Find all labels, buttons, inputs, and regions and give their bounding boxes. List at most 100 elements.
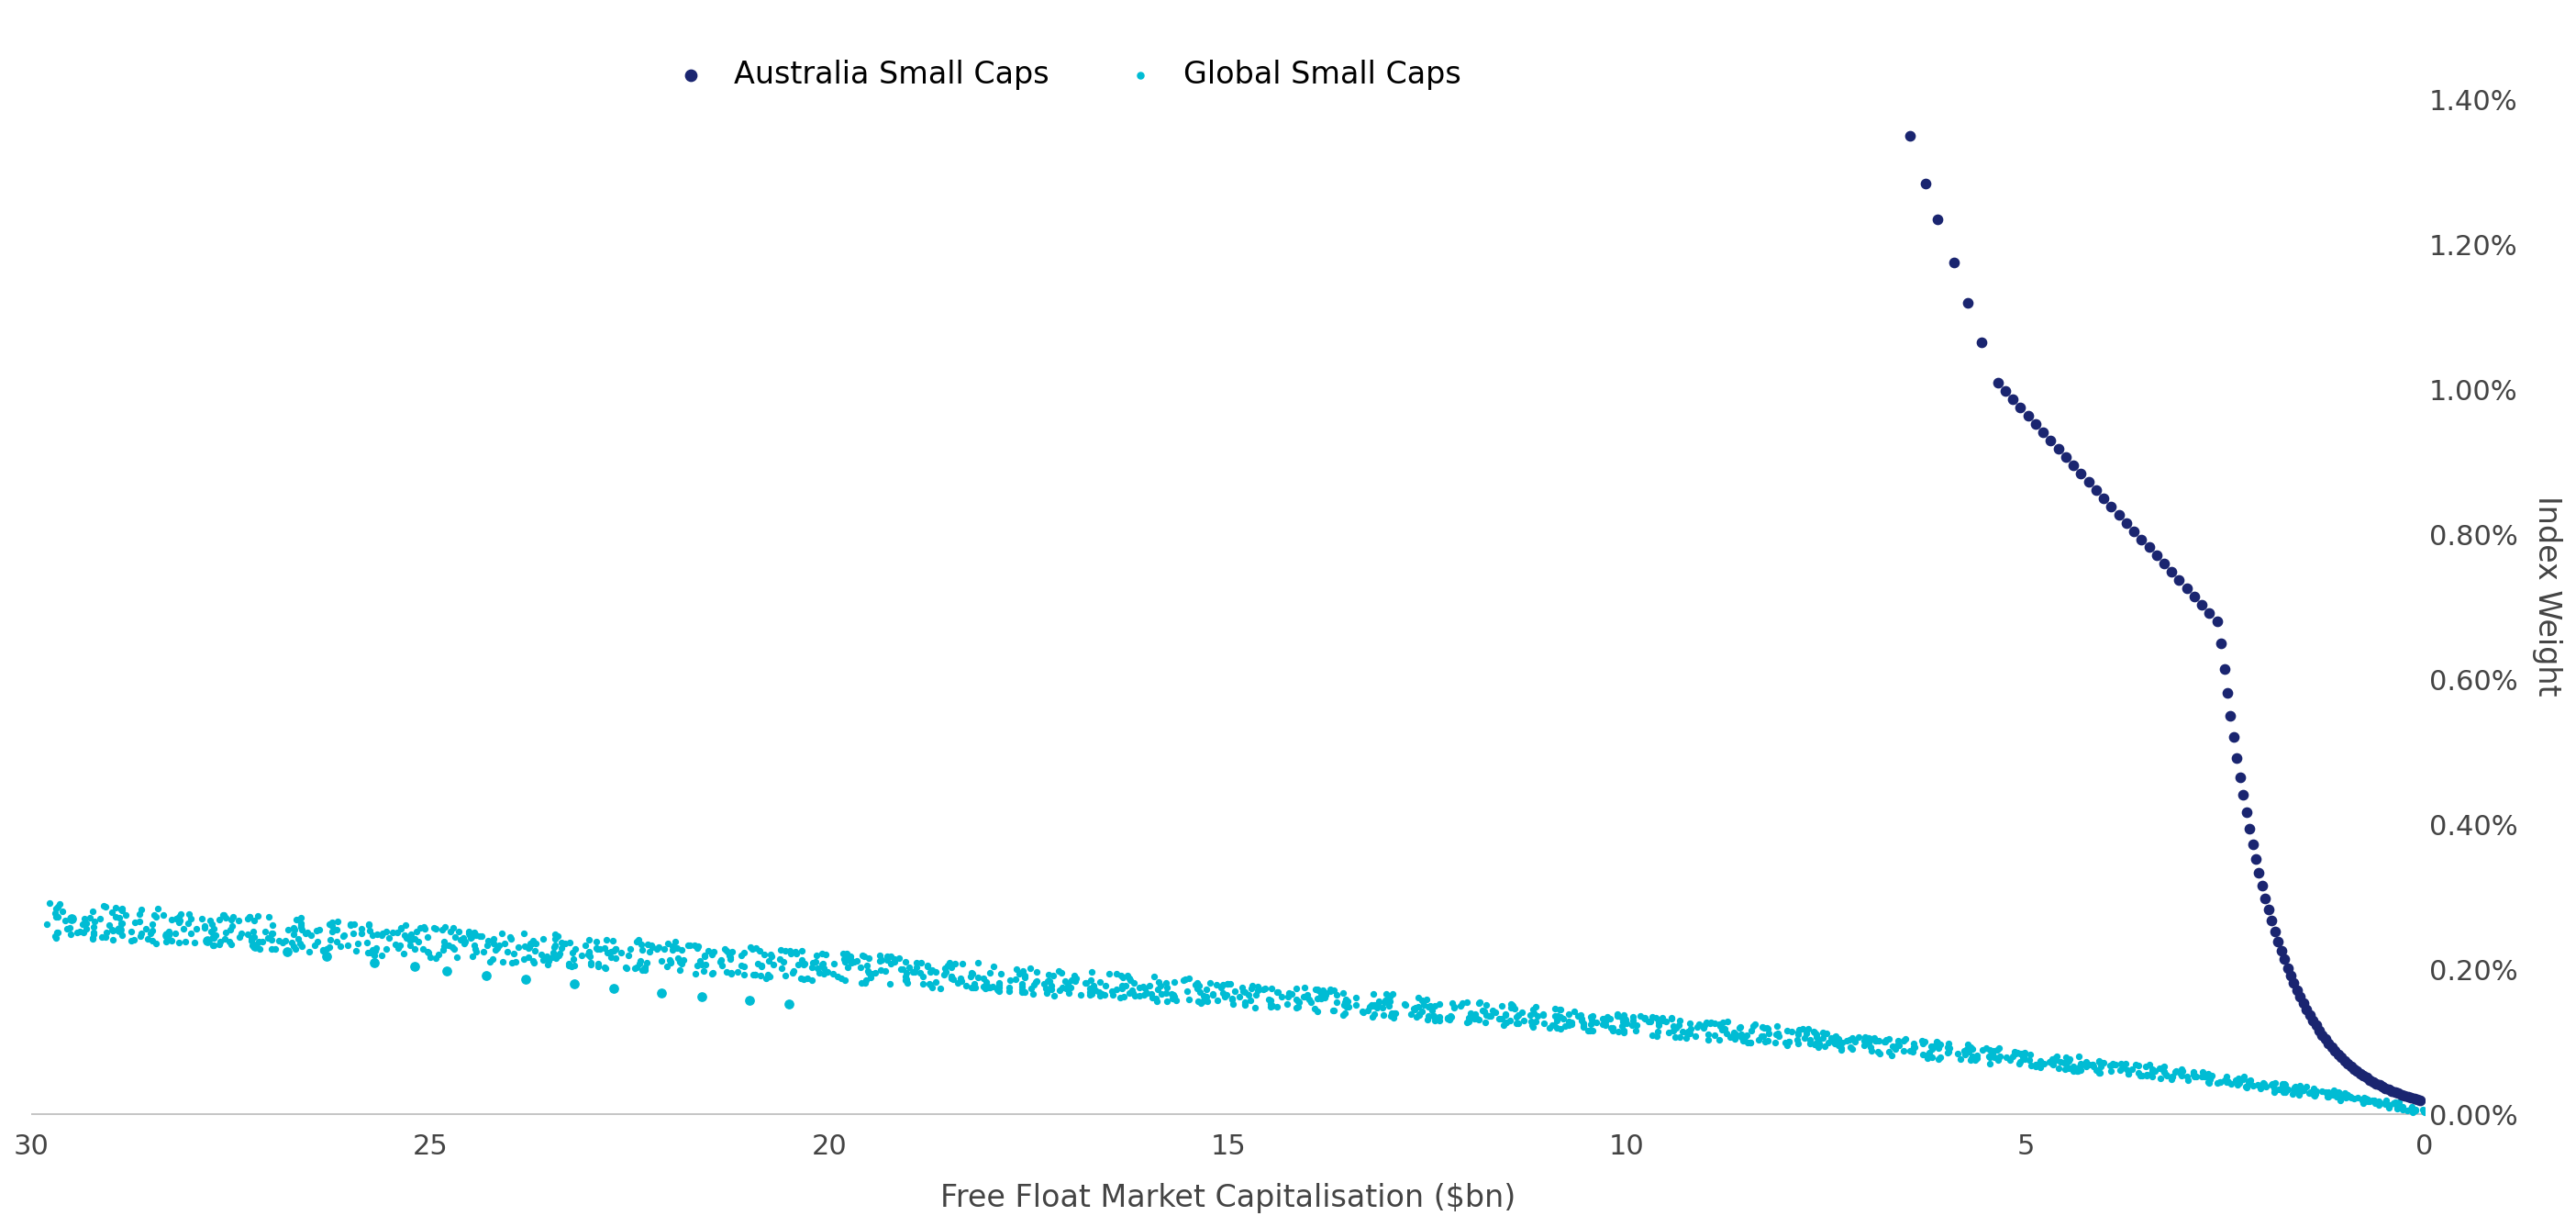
Global Small Caps (549, 933, 590, 952)
Global Small Caps (2228, 1075, 2269, 1094)
Global Small Caps (1602, 1021, 1643, 1040)
Global Small Caps (680, 955, 721, 974)
Global Small Caps (927, 956, 969, 975)
Global Small Caps (510, 937, 551, 957)
Global Small Caps (2143, 1061, 2184, 1081)
Global Small Caps (1917, 1033, 1958, 1053)
Australia Small Caps (2105, 513, 2146, 533)
Global Small Caps (953, 978, 994, 998)
Global Small Caps (1883, 1031, 1924, 1050)
Australia Small Caps (2228, 818, 2269, 838)
Global Small Caps (41, 902, 82, 921)
Global Small Caps (417, 945, 459, 964)
Global Small Caps (523, 950, 564, 969)
Global Small Caps (2058, 1047, 2099, 1066)
Global Small Caps (2215, 1071, 2257, 1091)
Australia Small Caps (2383, 1086, 2424, 1106)
Global Small Caps (659, 952, 701, 972)
Point (466, 966, 507, 985)
Global Small Caps (1113, 980, 1154, 1000)
Global Small Caps (1213, 982, 1255, 1001)
Global Small Caps (1463, 1001, 1504, 1021)
Global Small Caps (605, 958, 647, 978)
Global Small Caps (2306, 1082, 2347, 1102)
Global Small Caps (1584, 1015, 1625, 1034)
Global Small Caps (453, 923, 495, 942)
Global Small Caps (662, 953, 703, 973)
Global Small Caps (1589, 1018, 1631, 1038)
Global Small Caps (894, 962, 935, 982)
Global Small Caps (1515, 998, 1556, 1017)
Global Small Caps (505, 937, 546, 957)
Global Small Caps (1386, 995, 1427, 1015)
Global Small Caps (1703, 1012, 1744, 1032)
Global Small Caps (783, 969, 824, 989)
Global Small Caps (2133, 1061, 2174, 1081)
Global Small Caps (209, 919, 250, 939)
Global Small Caps (1613, 1011, 1654, 1031)
Global Small Caps (2020, 1058, 2061, 1077)
Global Small Caps (873, 948, 914, 968)
Global Small Caps (461, 926, 502, 946)
Global Small Caps (407, 942, 448, 962)
Global Small Caps (1886, 1029, 1927, 1049)
Global Small Caps (1978, 1038, 2020, 1058)
Global Small Caps (721, 956, 762, 975)
Australia Small Caps (1947, 293, 1989, 313)
Global Small Caps (1551, 1015, 1592, 1034)
Global Small Caps (1154, 987, 1195, 1006)
Global Small Caps (974, 957, 1015, 977)
Global Small Caps (1801, 1023, 1842, 1043)
Global Small Caps (111, 931, 152, 951)
Global Small Caps (157, 913, 198, 933)
Australia Small Caps (2354, 1074, 2396, 1093)
Australia Small Caps (2159, 571, 2200, 590)
Global Small Caps (1597, 1005, 1638, 1025)
Global Small Caps (384, 925, 425, 945)
Global Small Caps (2334, 1090, 2375, 1109)
Global Small Caps (2079, 1052, 2120, 1071)
Global Small Caps (348, 942, 389, 962)
Global Small Caps (160, 933, 201, 952)
Global Small Caps (1726, 1033, 1767, 1053)
Global Small Caps (2228, 1071, 2269, 1091)
Global Small Caps (471, 950, 513, 969)
Global Small Caps (829, 946, 871, 966)
Global Small Caps (2043, 1053, 2084, 1072)
Global Small Caps (415, 919, 456, 939)
X-axis label: Free Float Market Capitalisation ($bn): Free Float Market Capitalisation ($bn) (940, 1183, 1515, 1214)
Global Small Caps (1391, 1004, 1432, 1023)
Global Small Caps (2107, 1064, 2148, 1083)
Global Small Caps (2151, 1066, 2192, 1086)
Global Small Caps (469, 952, 510, 972)
Global Small Caps (273, 920, 314, 940)
Global Small Caps (920, 978, 961, 998)
Australia Small Caps (2272, 973, 2313, 993)
Global Small Caps (842, 946, 884, 966)
Global Small Caps (2321, 1091, 2362, 1110)
Australia Small Caps (2030, 431, 2071, 450)
Global Small Caps (160, 904, 201, 924)
Global Small Caps (1185, 987, 1226, 1006)
Global Small Caps (250, 930, 291, 950)
Global Small Caps (590, 947, 631, 967)
Global Small Caps (2032, 1049, 2074, 1069)
Global Small Caps (1406, 1010, 1448, 1029)
Global Small Caps (1569, 1021, 1610, 1040)
Global Small Caps (2081, 1053, 2123, 1072)
Global Small Caps (1283, 987, 1324, 1006)
Global Small Caps (1252, 996, 1293, 1016)
Global Small Caps (1664, 1028, 1705, 1048)
Global Small Caps (1126, 983, 1167, 1002)
Global Small Caps (273, 918, 314, 937)
Global Small Caps (649, 950, 690, 969)
Global Small Caps (886, 967, 927, 987)
Global Small Caps (711, 948, 752, 968)
Global Small Caps (1247, 990, 1288, 1010)
Australia Small Caps (2269, 966, 2311, 985)
Global Small Caps (1231, 975, 1273, 995)
Global Small Caps (994, 969, 1036, 989)
Global Small Caps (1777, 1025, 1819, 1044)
Global Small Caps (1224, 993, 1265, 1012)
Global Small Caps (1257, 982, 1298, 1001)
